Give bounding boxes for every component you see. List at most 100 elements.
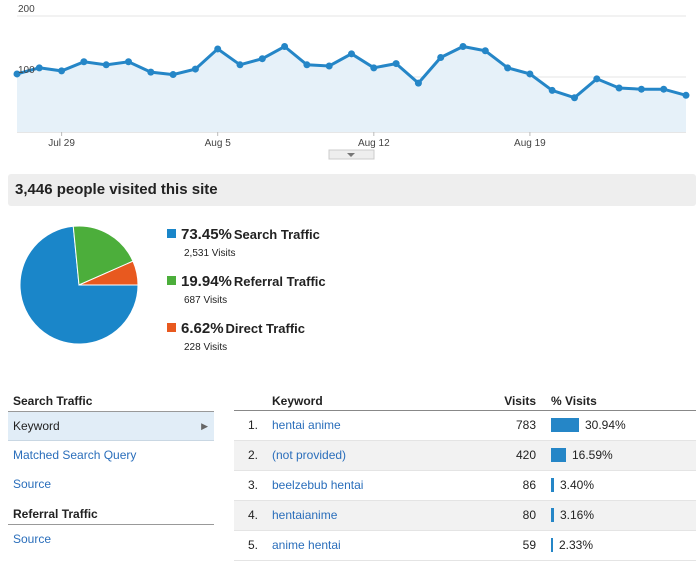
data-point[interactable] [80,58,88,66]
data-point[interactable] [481,47,489,55]
keyword-link[interactable]: beelzebub hentai [272,478,364,492]
data-point[interactable] [414,79,422,87]
table-row: 5. anime hentai 59 2.33% [234,531,696,561]
data-point[interactable] [13,70,21,78]
direct-visits: 228 Visits [184,342,228,353]
visits-value: 420 [515,448,536,462]
row-number: 1. [247,418,258,432]
keyword-link[interactable]: hentai anime [272,418,341,432]
table-row: 2. (not provided) 420 16.59% [234,441,696,471]
x-tick-label: Aug 19 [514,138,546,149]
referral-visits: 687 Visits [184,295,228,306]
row-number: 3. [247,478,258,492]
nav-item-source[interactable]: Source [8,470,214,499]
data-point[interactable] [526,70,534,78]
visits-line-chart: 200 100 Jul 29 Aug 5 Aug 12 Aug 19 [13,4,690,160]
nav-search-traffic-header: Search Traffic [8,390,214,412]
search-swatch [167,229,176,238]
direct-name: Direct Traffic [225,321,306,336]
data-point[interactable] [214,45,222,53]
chevron-right-icon: ▶ [201,421,208,431]
y-tick-label: 100 [18,65,35,76]
data-point[interactable] [682,91,690,99]
row-number: 2. [247,448,258,462]
pct-bar [551,508,554,522]
chart-collapse-handle[interactable] [328,149,375,160]
data-point[interactable] [370,64,378,72]
keyword-link[interactable]: (not provided) [272,448,347,462]
data-point[interactable] [615,84,623,92]
data-point[interactable] [637,85,645,93]
table-row: 1. hentai anime 783 30.94% [234,411,696,441]
summary-header: 3,446 people visited this site [8,174,696,206]
row-number: 4. [247,508,258,522]
data-point[interactable] [571,94,578,102]
data-point[interactable] [102,61,110,69]
visits-value: 59 [522,538,536,552]
data-point[interactable] [660,85,668,93]
keyword-link[interactable]: anime hentai [272,538,341,552]
keyword-table: Keyword Visits % Visits 1. hentai anime 78… [234,390,696,561]
pct-bar [551,538,553,552]
visits-value: 783 [515,418,536,432]
direct-pct: 6.62% [181,320,224,337]
data-point[interactable] [169,71,177,79]
traffic-nav: Search Traffic Keyword ▶ Matched Search … [8,390,214,554]
nav-referral-traffic-header: Referral Traffic [8,503,214,525]
data-point[interactable] [281,43,289,50]
table-row: 3. beelzebub hentai 86 3.40% [234,471,696,501]
data-point[interactable] [191,65,199,73]
pct-bar [551,448,566,462]
data-point[interactable] [236,61,244,69]
pie-slice-referral[interactable] [72,225,134,286]
data-point[interactable] [35,64,43,72]
data-point[interactable] [437,53,445,61]
data-point[interactable] [504,64,512,72]
pct-value: 3.40% [560,478,595,492]
data-point[interactable] [325,62,333,70]
keyword-link[interactable]: hentaianime [272,508,338,522]
search-pct: 73.45% [181,226,232,243]
col-visits[interactable]: Visits [504,394,536,408]
pie-slice-direct[interactable] [78,260,139,286]
nav-item-referral-source[interactable]: Source [8,525,214,554]
search-visits: 2,531 Visits [184,248,236,259]
traffic-pie-chart [19,225,139,345]
legend-search: 73.45% Search Traffic 2,531 Visits [167,226,320,259]
col-pct-visits[interactable]: % Visits [551,394,597,408]
table-header: Keyword Visits % Visits [234,390,696,411]
table-row: 4. hentaianime 80 3.16% [234,501,696,531]
data-point[interactable] [147,68,155,76]
data-point[interactable] [58,67,66,75]
summary-title: 3,446 people visited this site [15,181,218,198]
data-point[interactable] [593,75,601,83]
pct-value: 2.33% [559,538,594,552]
data-point[interactable] [392,60,400,68]
y-tick-label: 200 [18,4,35,15]
visits-value: 86 [522,478,536,492]
pct-bar [551,418,579,432]
search-name: Search Traffic [233,227,320,242]
x-tick-label: Aug 5 [205,138,232,149]
x-tick-label: Aug 12 [358,138,390,149]
chart-area [17,46,686,132]
nav-item-keyword[interactable]: Keyword ▶ [8,412,214,441]
col-keyword[interactable]: Keyword [272,394,323,408]
pct-value: 16.59% [572,448,613,462]
data-point[interactable] [459,43,467,50]
row-number: 5. [247,538,258,552]
pct-value: 3.16% [560,508,595,522]
data-point[interactable] [125,58,132,66]
legend-direct: 6.62% Direct Traffic 228 Visits [167,320,305,353]
direct-swatch [167,323,176,332]
nav-item-matched-search-query[interactable]: Matched Search Query [8,441,214,470]
visits-value: 80 [522,508,536,522]
referral-swatch [167,276,176,285]
referral-pct: 19.94% [181,273,232,290]
data-point[interactable] [258,55,266,63]
data-point[interactable] [348,50,355,58]
x-tick-label: Jul 29 [48,138,75,149]
data-point[interactable] [548,86,556,94]
data-point[interactable] [303,61,311,69]
legend-referral: 19.94% Referral Traffic 687 Visits [167,273,326,306]
